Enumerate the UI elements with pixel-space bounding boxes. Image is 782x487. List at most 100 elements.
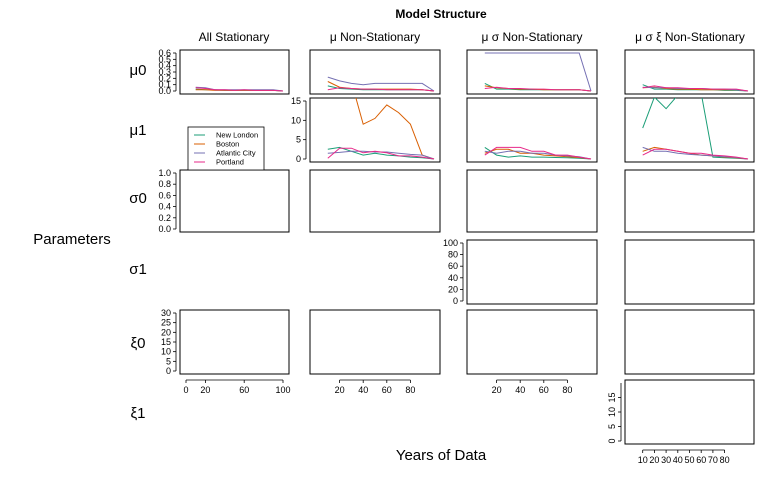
column-title-mu-nonstationary: μ Non-Stationary (330, 30, 420, 44)
panel--0-c0-xtick-label-3: 100 (275, 385, 290, 395)
legend: New London Boston Atlantic City Portland (187, 126, 265, 171)
panel--1-c1: 0 5 10 15 (291, 96, 441, 164)
panel--0-c2-frame (466, 309, 598, 375)
row-label-sigma1: σ1 (129, 261, 147, 278)
panel--0-c1-frame (309, 309, 441, 375)
panel--1-c2-frame (466, 239, 598, 305)
panel--0-c0-ytick-label-1: 5 (166, 356, 171, 366)
panel--1-c3 (624, 239, 755, 305)
panel--1-c1-line-new-london (327, 146, 435, 160)
panel--0-c0-frame (179, 309, 290, 375)
panel--1-c1-ytick-label-1: 5 (296, 135, 301, 145)
panel--0-c2-series (484, 52, 592, 92)
panel--0-c0-ytick-label-2: 10 (161, 347, 171, 357)
panel--0-c0-ytick-label-0: 0.0 (158, 224, 171, 234)
panel--1-c3-ytick-label-2: 10 (607, 407, 617, 417)
panel--0-c1-xtick-label-1: 40 (358, 385, 368, 395)
panel--1-c3-xtick-label-5: 60 (696, 455, 706, 465)
panel--0-c0-ytick-label-1: 0.1 (158, 80, 171, 90)
panel--1-c3-frame (624, 97, 755, 163)
panel--0-c2: 20 40 60 80 (466, 309, 598, 395)
panel--1-c1-ytick-label-3: 15 (291, 96, 301, 106)
row-label-mu1: μ1 (130, 122, 147, 139)
legend-label-atlantic-city: Atlantic City (216, 149, 256, 158)
panel--1-c2-line-boston (484, 148, 592, 160)
legend-label-new-london: New London (216, 131, 258, 140)
panel--1-c1-series (327, 98, 435, 160)
panel--0-c0-ytick-label-3: 15 (161, 337, 171, 347)
panel--0-c0-ytick-label-2: 0.4 (158, 202, 171, 212)
panel--0-c0-series (195, 86, 284, 92)
panel--1-c3-ytick-label-0: 0 (607, 438, 617, 443)
panel--0-c0-ytick-label-5: 0.5 (158, 54, 171, 64)
panel--1-c3-xtick-label-2: 30 (661, 455, 671, 465)
panel--0-c3-series (642, 84, 749, 92)
panel--0-c1 (309, 49, 441, 95)
panel--0-c3 (624, 169, 755, 233)
panel--1-c2-series (484, 146, 592, 160)
panel--1-c3-line-atlantic-city (642, 146, 749, 160)
panel--1-c1-line-boston (355, 98, 435, 160)
panel--1-c2-ytick-label-2: 40 (448, 273, 458, 283)
panel--0-c0-ytick-label-3: 0.6 (158, 190, 171, 200)
panel--0-c1-line-portland (327, 87, 435, 92)
panel--0-c0-xtick-label-0: 0 (183, 385, 188, 395)
panel--1-c2-ytick-label-1: 20 (448, 284, 458, 294)
legend-label-boston: Boston (216, 140, 239, 149)
panel--1-c3-line-portland (642, 148, 749, 160)
panel--0-c0-ytick-label-1: 0.2 (158, 213, 171, 223)
panel--1-c3-xtick-label-6: 70 (708, 455, 718, 465)
panel--0-c1-xtick-label-3: 80 (405, 385, 415, 395)
x-axis-label: Years of Data (396, 447, 487, 464)
panel--1-c2-line-new-london (484, 146, 592, 160)
panel--0-c0-ytick-label-5: 25 (161, 318, 171, 328)
panel--0-c0-line-portland (195, 87, 284, 92)
panel--1-c3-ytick-label-1: 5 (607, 424, 617, 429)
panel--0-c1-frame (309, 49, 441, 95)
panel--0-c0-frame (179, 169, 290, 233)
panel--0-c0-ytick-label-5: 1.0 (158, 168, 171, 178)
panel--0-c0-frame (179, 49, 290, 95)
panel--0-c0-ytick-label-3: 0.3 (158, 67, 171, 77)
panel--1-c2-ytick-label-5: 100 (443, 238, 458, 248)
panel--0-c2-xtick-label-0: 20 (492, 385, 502, 395)
row-label-xi0: ξ0 (130, 335, 145, 352)
panel--0-c0-ytick-label-0: 0 (166, 366, 171, 376)
panel--0-c1-series (327, 76, 435, 92)
row-label-mu0: μ0 (130, 62, 147, 79)
panels: 0.00.10.20.30.40.50.60510150.00.20.40.60… (158, 48, 755, 465)
column-title-mu-sigma-nonstationary: μ σ Non-Stationary (481, 30, 582, 44)
panel--0-c2-frame (466, 49, 598, 95)
panel--0-c3-frame (624, 309, 755, 375)
panel--1-c3-line-new-london (642, 98, 749, 160)
panel--1-c3-xtick-label-1: 20 (649, 455, 659, 465)
panel--0-c0-xtick-label-1: 20 (200, 385, 210, 395)
row-label-sigma0: σ0 (129, 190, 147, 207)
panel--0-c0: 0.00.10.20.30.40.50.6 (158, 48, 290, 96)
panel--1-c3-series (642, 98, 749, 160)
panel--0-c1 (309, 169, 441, 233)
row-label-xi1: ξ1 (130, 405, 145, 422)
panel--0-c1-line-atlantic-city (327, 76, 435, 92)
panel--0-c1: 20 40 60 80 (309, 309, 441, 395)
panel--0-c3-frame (624, 169, 755, 233)
panel--0-c3-line-portland (642, 85, 749, 92)
panel--0-c0-ytick-label-0: 0.0 (158, 86, 171, 96)
panel--0-c1-xtick-label-0: 20 (335, 385, 345, 395)
column-title-all-stationary: All Stationary (199, 30, 270, 44)
panel--1-c1-ytick-label-0: 0 (296, 154, 301, 164)
panel--0-c3 (624, 49, 755, 95)
legend-label-portland: Portland (216, 158, 244, 167)
panel--0-c1-frame (309, 169, 441, 233)
panel--1-c3-xtick-label-0: 10 (638, 455, 648, 465)
panel--0-c1-xtick-label-2: 60 (382, 385, 392, 395)
panel--1-c2-ytick-label-4: 80 (448, 250, 458, 260)
legend-box (187, 126, 265, 171)
y-axis-label: Parameters (33, 231, 111, 248)
panel--0-c0-ytick-label-4: 0.8 (158, 179, 171, 189)
panel--0-c0-ytick-label-4: 20 (161, 327, 171, 337)
panel--0-c2-line-portland (484, 86, 592, 92)
panel--1-c3-frame (624, 379, 755, 445)
panel--1-c2-line-portland (484, 146, 592, 160)
